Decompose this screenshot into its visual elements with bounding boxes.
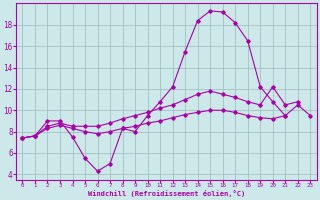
X-axis label: Windchill (Refroidissement éolien,°C): Windchill (Refroidissement éolien,°C) xyxy=(88,190,245,197)
